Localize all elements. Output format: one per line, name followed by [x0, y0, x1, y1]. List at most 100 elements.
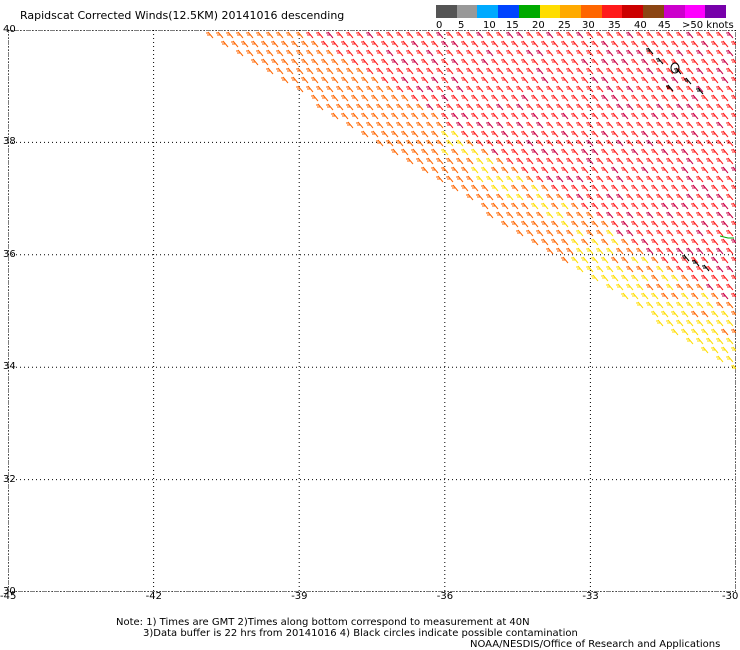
wind-barb: [666, 103, 674, 111]
wind-barb: [426, 139, 434, 147]
wind-map[interactable]: [8, 30, 736, 592]
wind-barb: [471, 148, 479, 156]
wind-barb: [431, 76, 439, 84]
wind-barb: [641, 58, 649, 66]
wind-barb: [306, 85, 314, 93]
wind-barb: [396, 139, 404, 147]
wind-barb: [596, 175, 604, 183]
wind-barb: [341, 40, 349, 48]
wind-barb: [531, 202, 539, 210]
wind-barb: [491, 40, 499, 48]
wind-barb: [511, 148, 519, 156]
wind-barb: [311, 40, 319, 48]
wind-barb: [731, 40, 736, 46]
wind-barb: [581, 202, 589, 210]
wind-barb: [676, 121, 684, 129]
wind-barb: [606, 67, 614, 75]
wind-barb: [571, 148, 579, 156]
wind-barb: [316, 67, 324, 75]
wind-barb: [386, 85, 394, 93]
wind-barb: [646, 283, 654, 291]
wind-barb: [566, 31, 574, 39]
wind-barb: [466, 103, 474, 111]
wind-barb: [666, 247, 674, 255]
wind-barb: [516, 211, 524, 219]
wind-barb: [461, 112, 469, 120]
wind-barb: [646, 229, 654, 237]
wind-barb: [581, 148, 589, 156]
wind-barb: [576, 103, 584, 111]
wind-barb: [421, 130, 429, 138]
legend-label: 10: [483, 20, 496, 31]
wind-barb: [721, 58, 729, 66]
wind-barb: [291, 40, 299, 48]
wind-barb: [691, 238, 699, 246]
wind-barb: [686, 265, 694, 273]
wind-barb: [551, 148, 559, 156]
footer-note-1: Note: 1) Times are GMT 2)Times along bot…: [116, 617, 530, 628]
wind-barb: [566, 49, 574, 57]
wind-barb: [681, 184, 689, 192]
wind-barb: [451, 112, 459, 120]
wind-barb: [476, 193, 484, 201]
wind-barb: [451, 130, 459, 138]
wind-barb: [421, 58, 429, 66]
wind-barb: [431, 40, 439, 48]
wind-barb: [556, 229, 564, 237]
wind-barb: [656, 175, 664, 183]
latitude-label: 40: [3, 24, 16, 35]
wind-barb: [716, 139, 724, 147]
wind-barb: [681, 202, 689, 210]
wind-barb: [586, 229, 594, 237]
wind-barb: [526, 31, 534, 39]
wind-barb: [416, 139, 424, 147]
wind-barb: [471, 166, 479, 174]
wind-barb: [651, 148, 659, 156]
wind-barb: [346, 49, 354, 57]
wind-barb: [546, 157, 554, 165]
wind-barb: [571, 256, 579, 264]
wind-barb: [436, 139, 444, 147]
wind-barb: [456, 175, 464, 183]
wind-map-canvas[interactable]: [8, 30, 736, 592]
wind-barb: [641, 202, 649, 210]
wind-barb: [561, 58, 569, 66]
wind-barb: [626, 103, 634, 111]
wind-barb: [656, 103, 664, 111]
wind-barb: [381, 94, 389, 102]
wind-barb: [591, 238, 599, 246]
wind-barb: [366, 85, 374, 93]
wind-barb: [691, 94, 699, 102]
wind-barb: [551, 40, 559, 48]
wind-barb: [666, 84, 674, 92]
wind-barb: [651, 310, 659, 318]
wind-barb: [566, 67, 574, 75]
wind-barb: [416, 157, 424, 165]
wind-barb: [726, 31, 734, 39]
wind-barb: [476, 175, 484, 183]
wind-barb: [516, 49, 524, 57]
wind-barb: [716, 67, 724, 75]
wind-barb: [726, 355, 734, 363]
wind-barb: [371, 112, 379, 120]
wind-barb: [631, 58, 639, 66]
wind-barb: [731, 112, 736, 118]
wind-barb: [706, 283, 714, 291]
wind-barb: [366, 31, 374, 39]
wind-barb: [621, 292, 629, 300]
wind-barb: [446, 139, 454, 147]
wind-barb: [716, 301, 724, 309]
wind-barb: [301, 76, 309, 84]
wind-barb: [361, 58, 369, 66]
wind-barb: [541, 40, 549, 48]
wind-barb: [596, 31, 604, 39]
wind-barb: [296, 49, 304, 57]
wind-barb: [351, 76, 359, 84]
wind-barb: [671, 112, 679, 120]
wind-barb: [281, 58, 289, 66]
wind-barb: [436, 31, 444, 39]
wind-barb: [696, 193, 704, 201]
wind-barb: [346, 67, 354, 75]
wind-barb: [576, 193, 584, 201]
wind-barb: [726, 139, 734, 147]
